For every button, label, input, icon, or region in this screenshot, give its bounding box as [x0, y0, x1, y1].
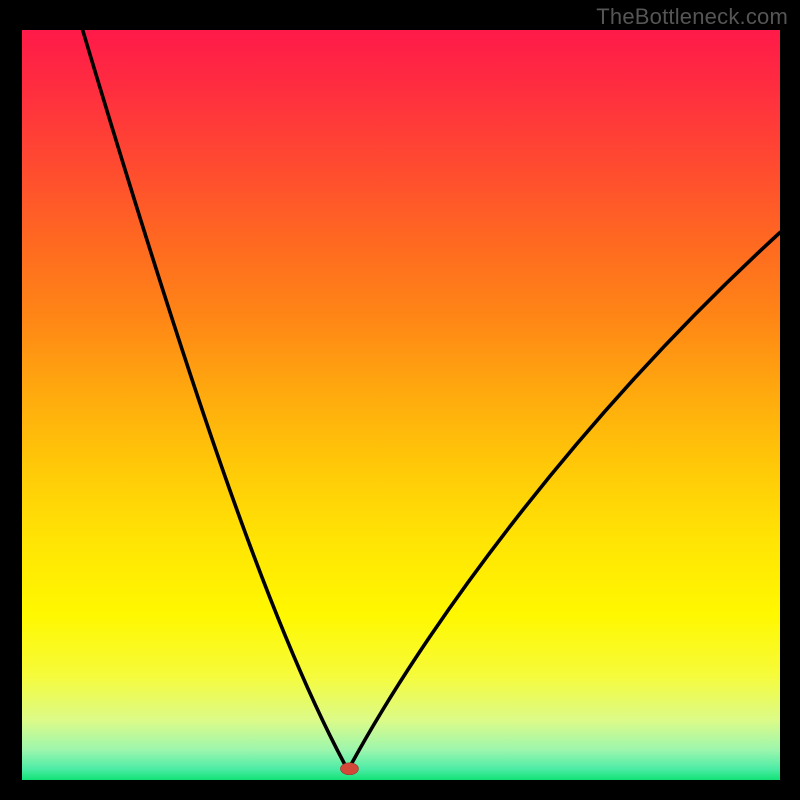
gradient-background: [22, 30, 780, 780]
chart-frame: TheBottleneck.com: [0, 0, 800, 800]
watermark-text: TheBottleneck.com: [596, 4, 788, 30]
minimum-marker: [340, 763, 358, 775]
plot-area: [22, 30, 780, 780]
plot-svg: [22, 30, 780, 780]
